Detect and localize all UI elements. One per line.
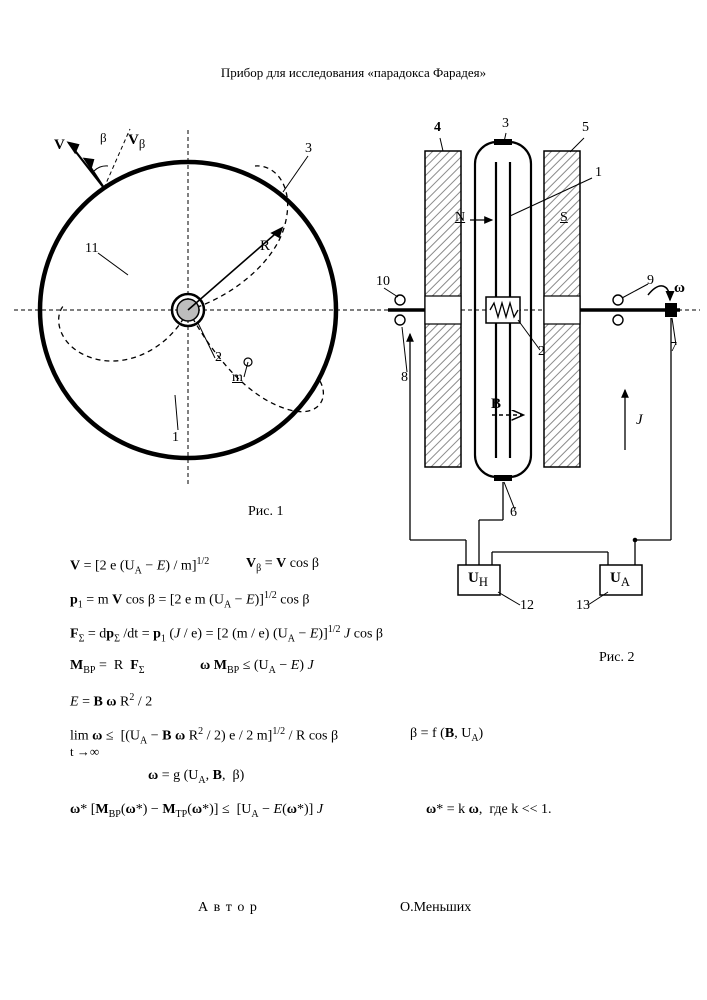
eq-6: lim ω ≤ [(UA − B ω R2 / 2) e / 2 m]1/2 /… [70, 726, 338, 746]
fig2-N: N [455, 210, 465, 226]
figure-1-svg [0, 0, 390, 520]
fig1-Vbeta-sub: β [139, 137, 145, 151]
fig2-omega: ω [674, 280, 685, 297]
fig2-J: J [636, 412, 643, 429]
fig1-Vbeta-label: Vβ [128, 132, 145, 152]
fig1-lbl-2: 2 [215, 350, 222, 366]
fig1-R-label: R [260, 238, 270, 255]
fig2-B: B [491, 396, 501, 413]
eq-8: ω* [MBP(ω*) − MTP(ω*)] ≤ [UA − E(ω*)] J [70, 802, 323, 820]
eq-1a: V = [2 e (UA − E) / m]1/2 [70, 556, 209, 576]
fig2-lbl-10: 10 [376, 274, 390, 290]
eq-6-lim: t →∞ [70, 744, 99, 760]
fig2-lbl-7: 7 [670, 340, 677, 356]
fig1-beta-label: β [100, 130, 107, 146]
fig2-lbl-12: 12 [520, 598, 534, 614]
footer-author-label: А в т о р [198, 900, 258, 916]
eq-7: ω = g (UA, B, β) [148, 768, 244, 786]
fig2-UA-sub: A [621, 575, 630, 589]
eq-2: p1 = m V cos β = [2 e m (UA − E)]1/2 cos… [70, 590, 310, 610]
fig1-lbl-3: 3 [305, 141, 312, 157]
eq-5: E = B ω R2 / 2 [70, 692, 152, 711]
figure-2-svg [370, 120, 707, 680]
fig2-lbl-8: 8 [401, 370, 408, 386]
fig2-lbl-9: 9 [647, 273, 654, 289]
eq-4a: MBP = R FΣ [70, 658, 145, 676]
fig2-UA-sym: U [610, 570, 621, 586]
fig2-lbl-4: 4 [434, 120, 441, 136]
fig2-caption: Рис. 2 [599, 650, 635, 666]
fig2-UH: UН [468, 570, 488, 590]
eq-4b: ω MBP ≤ (UA − E) J [200, 658, 314, 676]
fig1-lbl-1: 1 [172, 430, 179, 446]
eq-8r: ω* = k ω, где k << 1. [426, 802, 552, 818]
fig1-lbl-11: 11 [85, 241, 98, 257]
fig2-S: S [560, 210, 568, 226]
fig2-lbl-6: 6 [510, 505, 517, 521]
eq-1b: Vβ = V cos β [246, 556, 319, 574]
fig2-lbl-1: 1 [595, 165, 602, 181]
eq-3: FΣ = dpΣ /dt = p1 (J / e) = [2 (m / e) (… [70, 624, 383, 644]
fig1-lbl-m: m [232, 370, 243, 386]
fig2-UA: UA [610, 570, 630, 590]
fig2-lbl-3: 3 [502, 116, 509, 132]
fig2-UH-sym: U [468, 570, 479, 586]
fig2-UH-sub: Н [479, 575, 488, 589]
fig2-lbl-13: 13 [576, 598, 590, 614]
fig1-caption: Рис. 1 [248, 504, 284, 520]
footer-author-name: О.Меньших [400, 900, 471, 916]
fig2-lbl-2: 2 [538, 344, 545, 360]
fig2-lbl-5: 5 [582, 120, 589, 136]
fig1-Vbeta-V: V [128, 132, 139, 148]
fig1-V-label: V [54, 137, 65, 154]
eq-6r: β = f (B, UA) [410, 726, 483, 744]
